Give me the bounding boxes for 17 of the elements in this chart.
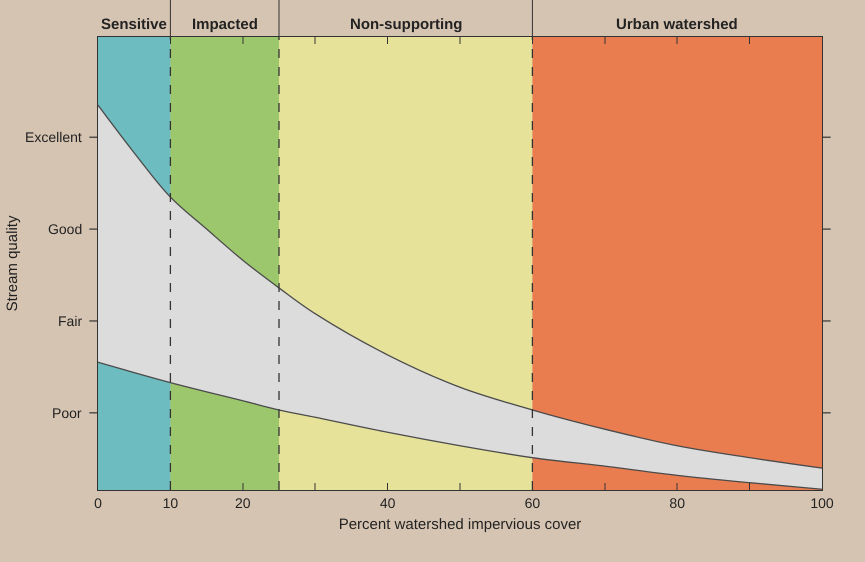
- band-label: Urban watershed: [616, 16, 738, 33]
- x-tick-label: 20: [235, 494, 251, 511]
- band-label: Sensitive: [101, 16, 167, 33]
- text: Excellent: [25, 129, 82, 145]
- x-tick-label: 0: [94, 494, 102, 511]
- x-tick-label: 100: [810, 494, 834, 511]
- band-label: Non-supporting: [350, 16, 462, 33]
- text: Fair: [58, 313, 82, 329]
- x-tick-label: 40: [380, 494, 396, 511]
- text: Poor: [52, 405, 82, 421]
- x-tick-label: 60: [524, 494, 540, 511]
- text: Good: [48, 221, 82, 237]
- x-axis-title: Percent watershed impervious cover: [338, 516, 582, 533]
- band-label: Impacted: [192, 16, 258, 33]
- x-tick-label: 80: [669, 494, 686, 511]
- y-axis-title: Stream quality: [4, 215, 22, 312]
- x-tick-label: 10: [162, 494, 178, 511]
